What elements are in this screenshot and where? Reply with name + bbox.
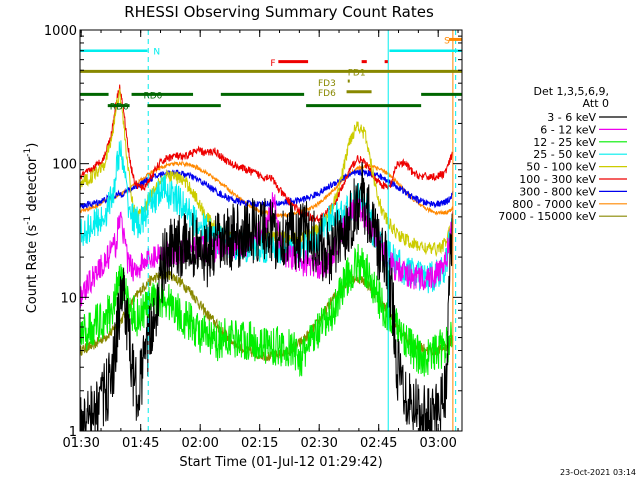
flag-label-rd0: RD0: [143, 91, 162, 101]
legend-label-50-100-kev: 50 - 100 keV: [526, 161, 596, 174]
footer-date: 23-Oct-2021 03:14: [560, 468, 636, 477]
series-line-3-6-kev: [80, 161, 454, 431]
y-tick-label-10: 10: [60, 291, 77, 306]
series-line-100-300-kev: [80, 84, 454, 223]
legend-label-3-6-kev: 3 - 6 keV: [547, 111, 596, 124]
legend-label-300-800-kev: 300 - 800 keV: [519, 185, 596, 198]
y-tick-label-100: 100: [52, 158, 77, 173]
x-axis-label: Start Time (01-Jul-12 01:29:42): [179, 455, 382, 470]
legend-label-25-50-kev: 25 - 50 keV: [533, 148, 596, 161]
y-tick-label-1000: 1000: [44, 24, 77, 39]
y-axis-label: Count Rate (s-1 detector-1): [23, 143, 40, 314]
x-tick-label-02-45: 02:45: [360, 436, 397, 451]
legend-label-12-25-kev: 12 - 25 keV: [533, 136, 596, 149]
y-label-part-3: ): [25, 143, 40, 148]
flag-label-f: F: [270, 59, 275, 69]
y-tick-label-1: 1: [69, 425, 77, 440]
flag-label-rd6: RD6: [110, 103, 129, 113]
flag-label-fd1: FD1: [348, 68, 366, 78]
x-tick-label-03-00: 03:00: [419, 436, 456, 451]
legend-header-1: Att 0: [583, 97, 609, 110]
x-tick-label-01-30: 01:30: [62, 436, 99, 451]
legend-label-7000-15000-kev: 7000 - 15000 keV: [498, 210, 596, 223]
y-label-part-1: Count Rate (s: [25, 225, 40, 314]
legend-header-0: Det 1,3,5,6,9,: [533, 85, 609, 98]
flag-label-fd6: FD6: [318, 89, 336, 99]
y-label-sup-2: -1: [23, 148, 33, 157]
series-group: [80, 84, 454, 431]
marker-label-n: N: [153, 48, 160, 58]
x-tick-label-02-15: 02:15: [241, 436, 278, 451]
x-tick-label-02-00: 02:00: [181, 436, 218, 451]
legend-label-800-7000-kev: 800 - 7000 keV: [512, 198, 596, 211]
legend-label-6-12-kev: 6 - 12 keV: [540, 123, 596, 136]
marker-label-s: S: [444, 36, 450, 46]
legend-label-100-300-kev: 100 - 300 keV: [519, 173, 596, 186]
series-line-6-12-kev: [80, 192, 454, 309]
x-tick-label-02-30: 02:30: [300, 436, 337, 451]
x-tick-label-01-45: 01:45: [122, 436, 159, 451]
plot-frame: [79, 29, 463, 432]
series-line-800-7000-kev: [80, 160, 454, 219]
chart-title: RHESSI Observing Summary Count Rates: [124, 3, 434, 21]
y-label-part-2: detector: [25, 156, 40, 216]
flag-label-fd3: FD3: [318, 79, 336, 89]
y-label-sup-1: -1: [23, 216, 33, 225]
